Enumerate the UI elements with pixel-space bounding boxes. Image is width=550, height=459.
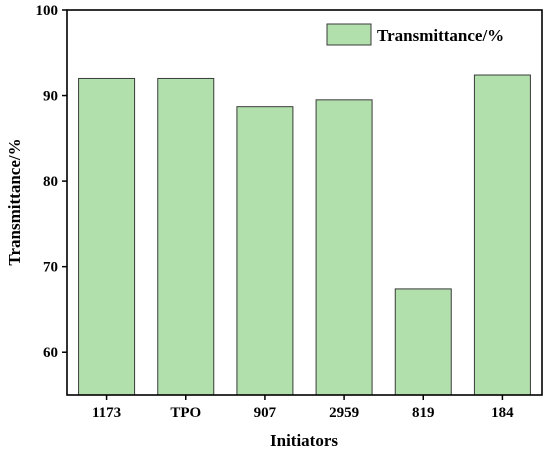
bars-group <box>78 74 531 396</box>
plot-frame <box>66 9 543 396</box>
x-tick-label: 184 <box>491 405 514 421</box>
legend: Transmittance/% <box>326 23 504 46</box>
y-axis-label: Transmittance/% <box>5 138 24 265</box>
legend-swatch <box>326 23 372 46</box>
bar-TPO <box>157 77 215 396</box>
y-axis-ticks: 60 70 80 90 100 <box>36 3 67 361</box>
x-axis-label: Initiators <box>270 431 338 450</box>
x-tick-label: 819 <box>412 405 435 421</box>
bar-907 <box>236 106 294 396</box>
y-tick-label: 80 <box>43 174 58 190</box>
x-axis-ticks: 1173 TPO 907 2959 819 184 <box>92 395 514 421</box>
legend-label: Transmittance/% <box>377 26 504 45</box>
bar-184 <box>473 74 531 396</box>
y-tick-label: 90 <box>43 89 58 105</box>
bar-1173 <box>78 77 136 396</box>
bar-819 <box>394 288 452 396</box>
x-tick-label: 2959 <box>329 405 359 421</box>
bar-2959 <box>315 99 373 396</box>
y-tick-label: 70 <box>43 260 58 276</box>
y-tick-label: 60 <box>43 345 58 361</box>
y-tick-label: 100 <box>36 3 59 19</box>
x-tick-label: 907 <box>254 405 277 421</box>
x-tick-label: 1173 <box>92 405 121 421</box>
x-tick-label: TPO <box>170 405 201 421</box>
